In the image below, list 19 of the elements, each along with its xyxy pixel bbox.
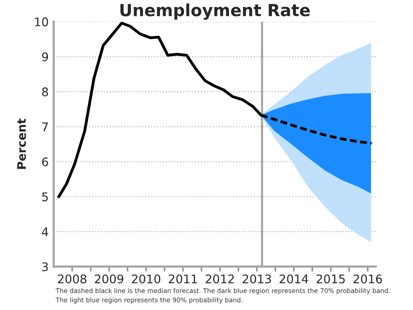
x-tick-label: 2016 xyxy=(354,274,382,284)
x-tick-label: 2011 xyxy=(168,274,197,284)
y-tick-label: 10 xyxy=(35,17,48,26)
x-tick-label: 2013 xyxy=(242,274,271,284)
y-tick-label: 5 xyxy=(42,192,48,202)
chart-title: Unemployment Rate xyxy=(120,3,310,20)
y-tick-label: 3 xyxy=(42,262,48,272)
x-tick-label: 2010 xyxy=(132,274,160,284)
x-tick-label: 2014 xyxy=(280,274,308,284)
y-tick-label: 8 xyxy=(42,87,48,96)
x-tick-label: 2009 xyxy=(94,274,124,284)
x-tick-label: 2012 xyxy=(206,274,234,284)
x-tick-label: 2015 xyxy=(316,274,345,284)
y-axis-title: Percent xyxy=(17,118,26,169)
y-tick-label: 4 xyxy=(42,227,48,236)
x-tick-label: 2008 xyxy=(58,274,86,284)
y-tick-label: 6 xyxy=(42,157,48,166)
y-tick-label: 7 xyxy=(42,122,48,132)
y-tick-label: 9 xyxy=(42,52,48,62)
